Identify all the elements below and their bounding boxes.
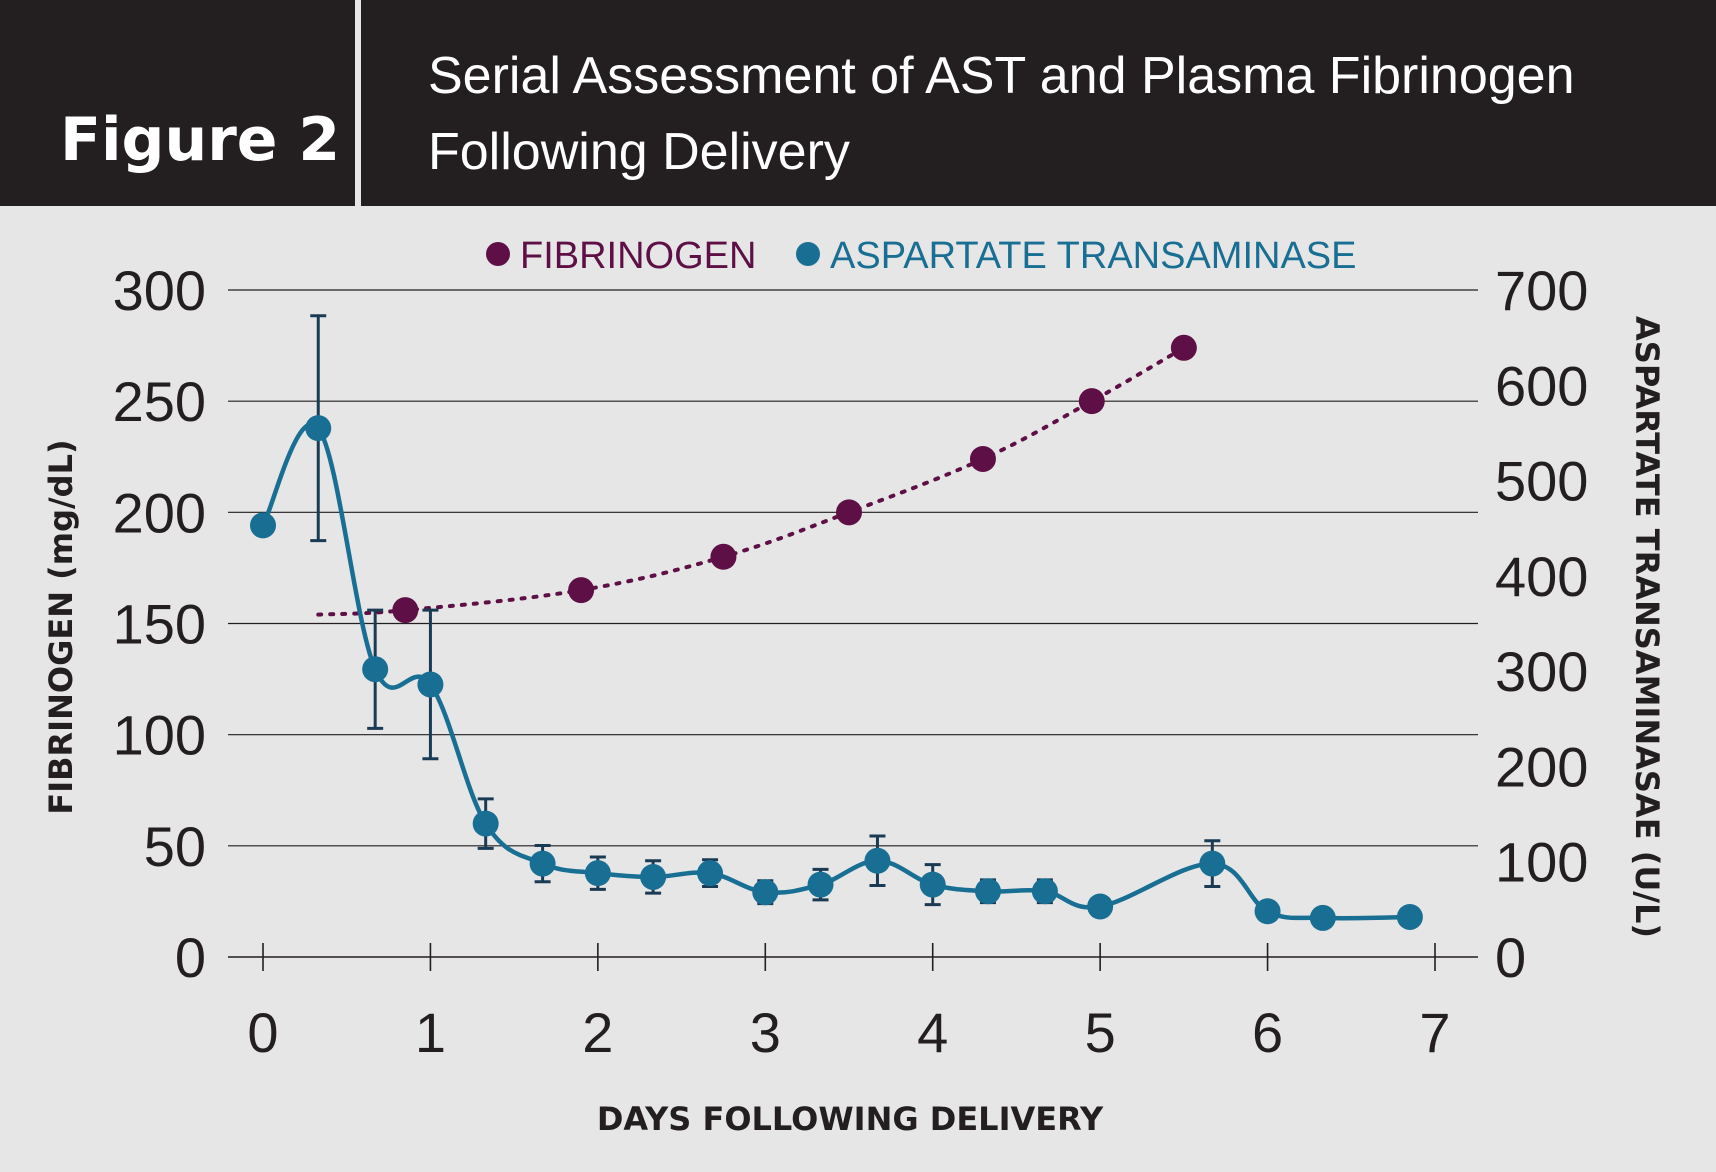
figure-title-line-1: Serial Assessment of AST and Plasma Fibr… [428, 47, 1575, 105]
ast-point [250, 512, 276, 539]
fibrinogen-point [710, 543, 737, 570]
y-right-tick-label: 700 [1495, 259, 1588, 322]
y-right-tick-label: 300 [1495, 640, 1588, 703]
ast-point [919, 871, 946, 898]
y-left-tick-label: 50 [144, 815, 206, 878]
series-fibrinogen [316, 334, 1197, 624]
ast-point [1199, 850, 1226, 877]
y-left-tick-label: 100 [113, 704, 206, 767]
fibrinogen-point [568, 577, 595, 604]
x-tick-label: 6 [1252, 1001, 1283, 1064]
ast-point [974, 878, 1001, 905]
x-tick-label: 7 [1419, 1001, 1450, 1064]
series-ast [250, 314, 1423, 931]
header-divider [355, 0, 361, 206]
x-tick-label: 1 [415, 1001, 446, 1064]
ast-point [864, 847, 891, 874]
ast-point [1309, 904, 1336, 931]
ast-point [807, 871, 834, 898]
fibrinogen-point [392, 597, 419, 624]
fibrinogen-point [969, 445, 996, 472]
figure-title: Serial Assessment of AST and Plasma Fibr… [428, 38, 1688, 190]
ast-point [697, 860, 724, 887]
fibrinogen-line [316, 345, 1186, 617]
legend-label-ast: ASPARTATE TRANSAMINASE [830, 235, 1357, 277]
x-axis-label: DAYS FOLLOWING DELIVERY [597, 1100, 1104, 1138]
y-right-tick-label: 400 [1495, 545, 1588, 608]
ast-point [472, 810, 499, 837]
figure-header: Figure 2 Serial Assessment of AST and Pl… [0, 0, 1716, 206]
y-right-tick-label: 500 [1495, 450, 1588, 513]
ast-point [1031, 878, 1058, 905]
legend-label-fibrinogen: FIBRINOGEN [520, 235, 756, 277]
ast-point [752, 879, 779, 906]
gridlines [228, 289, 1478, 958]
ast-point [584, 860, 611, 887]
y-right-tick-label: 0 [1495, 926, 1526, 989]
ast-point [640, 863, 667, 890]
ast-point [1396, 903, 1423, 930]
y-axis-right-label: ASPARTATE TRANSAMINASAE (U/L) [1628, 316, 1666, 938]
y-right-tick-label: 200 [1495, 735, 1588, 798]
ast-point [1254, 898, 1281, 925]
y-axis-left-label: FIBRINOGEN (mg/dL) [42, 439, 80, 814]
ast-point [305, 415, 332, 442]
x-tick-label: 5 [1085, 1001, 1116, 1064]
legend-marker-ast [796, 242, 820, 266]
fibrinogen-point [1078, 388, 1105, 415]
x-axis: 0 1 2 3 4 5 6 7 [247, 943, 1451, 1064]
x-tick-label: 4 [917, 1001, 948, 1064]
fibrinogen-point [836, 499, 862, 526]
fibrinogen-point [1170, 334, 1197, 361]
legend: FIBRINOGEN ASPARTATE TRANSAMINASE [486, 235, 1357, 277]
y-left-tick-label: 0 [175, 926, 206, 989]
y-left-tick-label: 250 [113, 370, 206, 433]
y-axis-left: 0 50 100 150 200 250 300 [113, 259, 206, 989]
x-tick-label: 3 [750, 1001, 781, 1064]
x-tick-label: 2 [582, 1001, 613, 1064]
x-tick-label: 0 [247, 1001, 278, 1064]
legend-marker-fibrinogen [486, 242, 510, 266]
ast-point [529, 850, 556, 877]
ast-point [362, 656, 389, 683]
ast-point [1087, 893, 1114, 920]
y-right-tick-label: 100 [1495, 831, 1588, 894]
ast-point [417, 671, 444, 698]
ast-line [260, 422, 1410, 921]
y-left-tick-label: 150 [113, 593, 206, 656]
y-right-tick-label: 600 [1495, 354, 1588, 417]
y-left-tick-label: 300 [113, 259, 206, 322]
y-left-tick-label: 200 [113, 481, 206, 544]
y-axis-right: 0 100 200 300 400 500 600 700 [1495, 259, 1588, 989]
figure-label: Figure 2 [60, 105, 341, 175]
figure-title-line-2: Following Delivery [428, 123, 850, 181]
